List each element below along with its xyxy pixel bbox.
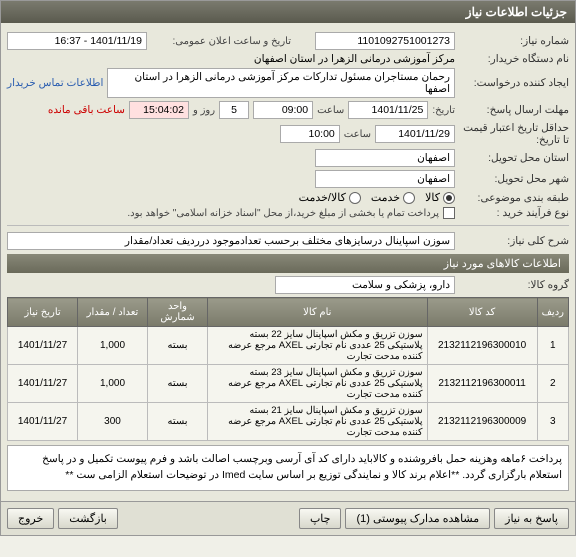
buyer-label: نام دستگاه خریدار: <box>459 53 569 65</box>
table-header: نام کالا <box>208 298 428 327</box>
validity-time: 10:00 <box>280 125 340 143</box>
province-label: استان محل تحویل: <box>459 152 569 164</box>
validity-date: 1401/11/29 <box>375 125 455 143</box>
validity-label: حداقل تاریخ اعتبار قیمت تا تاریخ: <box>459 122 569 146</box>
table-cell: 1401/11/27 <box>8 403 78 441</box>
deadline-time-label: ساعت <box>317 105 344 116</box>
province-value: اصفهان <box>315 149 455 167</box>
announce-value: 1401/11/19 - 16:37 <box>7 32 147 50</box>
radio-item-goods[interactable]: کالا <box>425 191 455 204</box>
radio-item-service[interactable]: خدمت <box>371 191 415 204</box>
table-header: ردیف <box>537 298 568 327</box>
need-no-value: 1101092751001273 <box>315 32 455 50</box>
footer-note: پرداخت ۶ماهه وهزینه حمل بافروشنده و کالا… <box>7 445 569 491</box>
table-header-row: ردیفکد کالانام کالاواحد شمارشتعداد / مقد… <box>8 298 569 327</box>
print-button[interactable]: چاپ <box>299 508 342 529</box>
table-cell: 1,000 <box>78 327 148 365</box>
requester-value: رحمان مستاجران مسئول تدارکات مرکز آموزشی… <box>107 68 455 98</box>
attachments-button[interactable]: مشاهده مدارک پیوستی (1) <box>345 508 490 529</box>
row-province: استان محل تحویل: اصفهان <box>7 149 569 167</box>
table-cell: 300 <box>78 403 148 441</box>
days-value: 5 <box>219 101 249 119</box>
table-cell: 2 <box>537 365 568 403</box>
process-checkbox[interactable] <box>443 207 455 219</box>
deadline-time: 09:00 <box>253 101 313 119</box>
radio-goods-icon <box>443 192 455 204</box>
table-cell: بسته <box>148 327 208 365</box>
countdown: 15:04:02 <box>129 101 189 119</box>
row-category: طبقه بندی موضوعی: کالا خدمت کالا/خدمت <box>7 191 569 204</box>
table-header: تاریخ نیاز <box>8 298 78 327</box>
details-panel: جزئیات اطلاعات نیاز شماره نیاز: 11010927… <box>0 0 576 536</box>
row-requester: ایجاد کننده درخواست: رحمان مستاجران مسئو… <box>7 68 569 98</box>
row-process: نوع فرآیند خرید : پرداخت تمام یا بخشی از… <box>7 207 569 219</box>
table-cell: 3 <box>537 403 568 441</box>
radio-service-icon <box>403 192 415 204</box>
group-value: دارو، پزشکی و سلامت <box>275 276 455 294</box>
city-value: اصفهان <box>315 170 455 188</box>
table-cell: بسته <box>148 403 208 441</box>
radio-goods-service-label: کالا/خدمت <box>299 191 346 204</box>
buyer-value: مرکز آموزشی درمانی الزهرا در استان اصفها… <box>254 53 455 65</box>
table-cell: 2132112196300011 <box>427 365 537 403</box>
radio-goods-label: کالا <box>425 191 440 204</box>
table-cell: 1401/11/27 <box>8 327 78 365</box>
row-group: گروه کالا: دارو، پزشکی و سلامت <box>7 276 569 294</box>
table-cell: 2132112196300009 <box>427 403 537 441</box>
category-label: طبقه بندی موضوعی: <box>459 192 569 204</box>
radio-goods-service-icon <box>349 192 361 204</box>
table-cell: سوزن تزریق و مکش اسپاینال سایز 22 بسته پ… <box>208 327 428 365</box>
table-row[interactable]: 22132112196300011سوزن تزریق و مکش اسپاین… <box>8 365 569 403</box>
table-cell: 1,000 <box>78 365 148 403</box>
row-city: شهر محل تحویل: اصفهان <box>7 170 569 188</box>
button-bar: پاسخ به نیاز مشاهده مدارک پیوستی (1) چاپ… <box>1 501 575 535</box>
goods-table: ردیفکد کالانام کالاواحد شمارشتعداد / مقد… <box>7 297 569 441</box>
table-header: کد کالا <box>427 298 537 327</box>
table-header: واحد شمارش <box>148 298 208 327</box>
radio-item-goods-service[interactable]: کالا/خدمت <box>299 191 361 204</box>
panel-body: شماره نیاز: 1101092751001273 تاریخ و ساع… <box>1 23 575 501</box>
group-label: گروه کالا: <box>459 279 569 291</box>
days-label: روز و <box>193 105 215 116</box>
row-need-no: شماره نیاز: 1101092751001273 تاریخ و ساع… <box>7 32 569 50</box>
deadline-date: 1401/11/25 <box>348 101 428 119</box>
goods-section-title: اطلاعات کالاهای مورد نیاز <box>7 254 569 273</box>
row-validity: حداقل تاریخ اعتبار قیمت تا تاریخ: 1401/1… <box>7 122 569 146</box>
contact-link[interactable]: اطلاعات تماس خریدار <box>7 77 103 89</box>
table-cell: 2132112196300010 <box>427 327 537 365</box>
row-need-desc: شرح کلی نیاز: سوزن اسپاینال درسایزهای مخ… <box>7 232 569 250</box>
row-deadline: مهلت ارسال پاسخ: تاریخ: 1401/11/25 ساعت … <box>7 101 569 119</box>
deadline-date-label: تاریخ: <box>432 105 455 116</box>
back-button[interactable]: بازگشت <box>58 508 118 529</box>
requester-label: ایجاد کننده درخواست: <box>459 77 569 89</box>
table-header: تعداد / مقدار <box>78 298 148 327</box>
need-desc-label: شرح کلی نیاز: <box>459 235 569 247</box>
table-cell: 1 <box>537 327 568 365</box>
table-cell: سوزن تزریق و مکش اسپاینال سایز 23 بسته پ… <box>208 365 428 403</box>
row-buyer: نام دستگاه خریدار: مرکز آموزشی درمانی ال… <box>7 53 569 65</box>
respond-button[interactable]: پاسخ به نیاز <box>494 508 569 529</box>
process-label: نوع فرآیند خرید : <box>459 207 569 219</box>
table-cell: بسته <box>148 365 208 403</box>
category-radio-group: کالا خدمت کالا/خدمت <box>299 191 455 204</box>
remaining-label: ساعت باقی مانده <box>48 104 125 116</box>
table-cell: 1401/11/27 <box>8 365 78 403</box>
validity-time-label: ساعت <box>344 129 371 140</box>
radio-service-label: خدمت <box>371 191 400 204</box>
deadline-label: مهلت ارسال پاسخ: <box>459 104 569 116</box>
table-cell: سوزن تزریق و مکش اسپاینال سایز 21 بسته پ… <box>208 403 428 441</box>
need-desc-value: سوزن اسپاینال درسایزهای مختلف برحسب تعدا… <box>7 232 455 250</box>
process-note: پرداخت تمام یا بخشی از مبلغ خرید،از محل … <box>127 208 439 219</box>
city-label: شهر محل تحویل: <box>459 173 569 185</box>
need-no-label: شماره نیاز: <box>459 35 569 47</box>
panel-title: جزئیات اطلاعات نیاز <box>1 1 575 23</box>
divider <box>7 225 569 226</box>
table-row[interactable]: 32132112196300009سوزن تزریق و مکش اسپاین… <box>8 403 569 441</box>
exit-button[interactable]: خروج <box>7 508 54 529</box>
table-row[interactable]: 12132112196300010سوزن تزریق و مکش اسپاین… <box>8 327 569 365</box>
announce-label: تاریخ و ساعت اعلان عمومی: <box>151 36 291 47</box>
